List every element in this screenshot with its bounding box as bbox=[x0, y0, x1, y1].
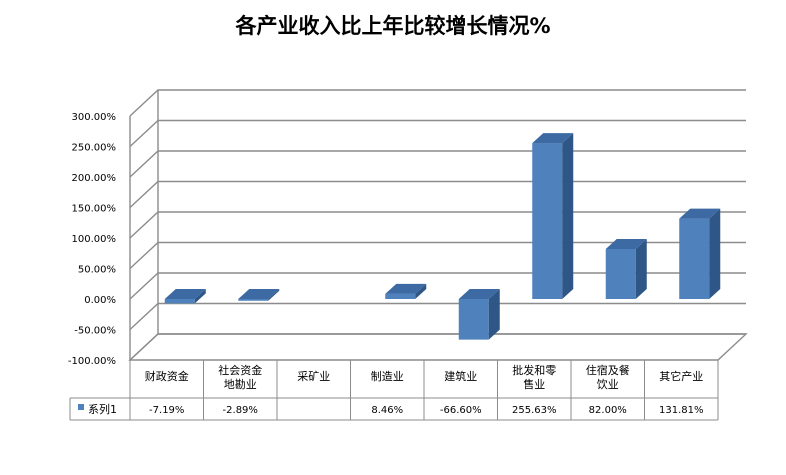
data-label: -2.89% bbox=[223, 405, 258, 416]
y-tick-label: -50.00% bbox=[74, 326, 116, 337]
bar bbox=[458, 289, 500, 340]
bar bbox=[679, 208, 721, 299]
x-tick-label: 财政资金 bbox=[145, 369, 189, 383]
bar-top bbox=[385, 283, 427, 294]
bar-front bbox=[605, 248, 636, 299]
bar-side bbox=[194, 289, 206, 304]
gridline bbox=[129, 272, 746, 300]
gridline bbox=[129, 211, 746, 239]
gridline bbox=[129, 119, 746, 148]
data-label: -66.60% bbox=[440, 405, 482, 416]
data-label: -7.19% bbox=[149, 405, 184, 416]
grid-lines bbox=[128, 89, 748, 361]
bar-side bbox=[268, 289, 280, 301]
data-label: 255.63% bbox=[512, 405, 557, 416]
bar-front bbox=[385, 293, 416, 299]
bar-side bbox=[415, 283, 427, 299]
x-tick-label: 饮业 bbox=[597, 378, 619, 391]
x-tick-label: 制造业 bbox=[371, 369, 404, 383]
bar-side bbox=[709, 208, 721, 299]
bar-front bbox=[238, 299, 269, 301]
gridline bbox=[129, 180, 746, 209]
bar bbox=[164, 289, 206, 304]
y-tick-label: 50.00% bbox=[78, 265, 116, 276]
bar-top bbox=[532, 133, 574, 144]
y-tick-label: 250.00% bbox=[72, 143, 117, 154]
gridline bbox=[129, 302, 746, 331]
data-label: 131.81% bbox=[659, 405, 704, 416]
gridline bbox=[129, 89, 746, 117]
bar-top bbox=[605, 238, 647, 249]
floor bbox=[128, 333, 748, 361]
gridline bbox=[129, 333, 746, 361]
bar-front bbox=[164, 299, 195, 304]
bar-top bbox=[679, 208, 721, 219]
x-tick-label: 批发和零 bbox=[512, 363, 556, 377]
bars bbox=[164, 133, 721, 340]
x-tick-label: 售业 bbox=[523, 377, 545, 391]
bar-side bbox=[635, 238, 647, 299]
bar bbox=[605, 238, 647, 299]
bar bbox=[385, 283, 427, 299]
y-tick-label: 0.00% bbox=[84, 295, 116, 306]
bar-top bbox=[238, 289, 280, 299]
bar-front bbox=[532, 143, 563, 299]
y-tick-label: 100.00% bbox=[72, 234, 117, 245]
x-tick-label: 采矿业 bbox=[297, 370, 330, 383]
x-tick-label: 建筑业 bbox=[444, 369, 477, 383]
chart-title: 各产业收入比上年比较增长情况% bbox=[234, 14, 550, 38]
x-tick-label: 社会资金 bbox=[218, 363, 262, 377]
bar-top bbox=[458, 289, 500, 299]
y-tick-label: -100.00% bbox=[68, 356, 116, 367]
bar-front bbox=[679, 218, 710, 299]
y-tick-label: 200.00% bbox=[72, 173, 117, 184]
y-axis-ticks: -100.00% -50.00% 0.00% 50.00% 100.00% 150.00%… bbox=[68, 112, 116, 367]
x-tick-label: 其它产业 bbox=[659, 369, 703, 383]
gridline bbox=[129, 241, 746, 270]
y-tick-label: 150.00% bbox=[72, 204, 117, 215]
bar-front bbox=[458, 299, 489, 340]
bar bbox=[532, 133, 574, 299]
legend-series-name: 系列1 bbox=[88, 402, 117, 416]
x-tick-label: 地勘业 bbox=[224, 378, 257, 391]
gridline bbox=[129, 150, 746, 178]
x-tick-label: 住宿及餐 bbox=[586, 363, 630, 377]
bar-side bbox=[488, 289, 500, 340]
bar bbox=[238, 289, 280, 301]
data-label: 8.46% bbox=[371, 405, 403, 416]
legend-swatch bbox=[78, 404, 84, 410]
y-tick-label: 300.00% bbox=[72, 112, 117, 123]
data-label: 82.00% bbox=[589, 405, 627, 416]
bar-side bbox=[562, 133, 574, 299]
bar-top bbox=[164, 289, 206, 299]
